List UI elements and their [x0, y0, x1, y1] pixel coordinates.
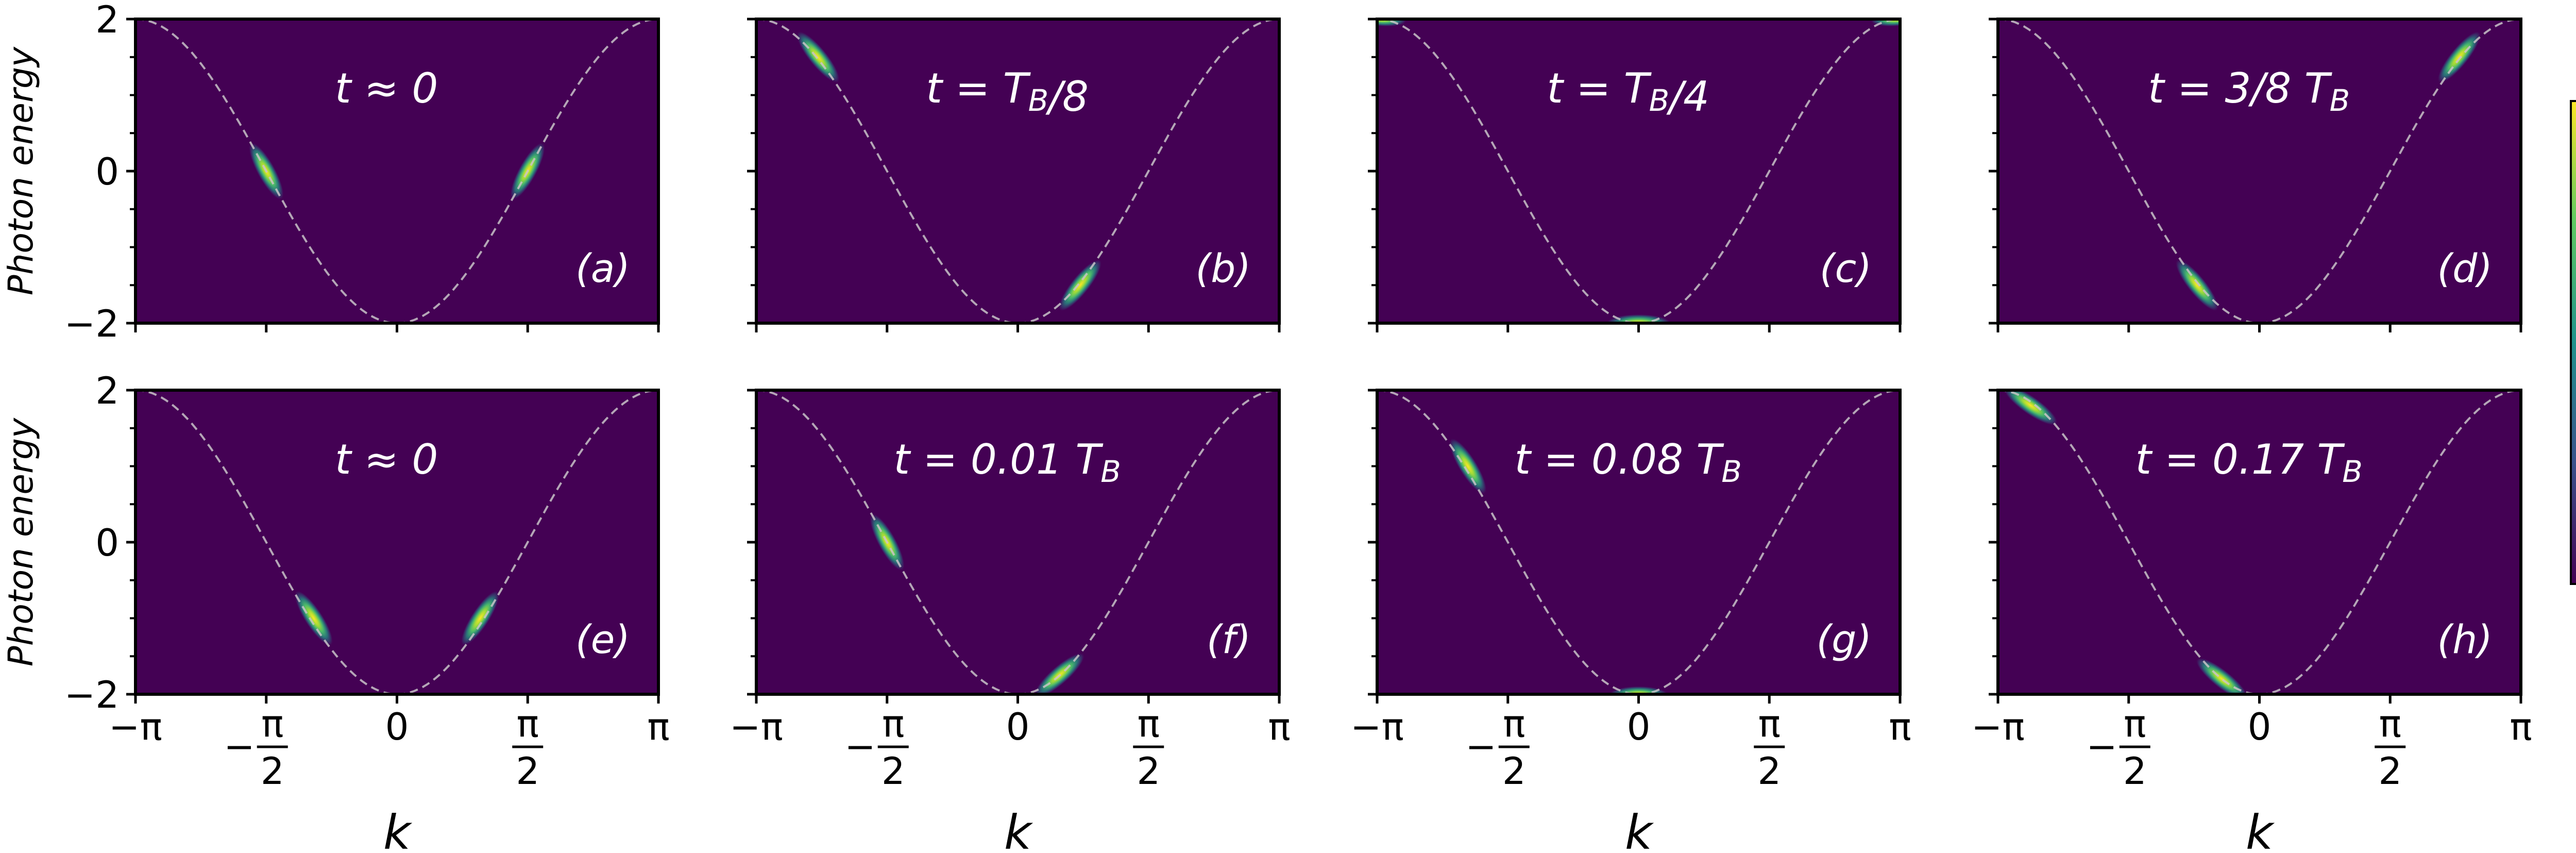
panel-letter: (c) — [1820, 245, 1872, 291]
x-tick-label: π — [1268, 705, 1290, 748]
panel-title: t ≈ 0 — [335, 64, 438, 112]
x-tick-label-minus: − — [224, 725, 255, 768]
panel-letter: (f) — [1207, 616, 1251, 662]
panel-title: t = TB/4 — [1547, 64, 1709, 121]
x-tick-label-numerator: π — [2379, 702, 2401, 745]
heatmap-background — [135, 19, 658, 323]
x-tick-label-denominator: 2 — [2123, 749, 2147, 793]
y-tick-label: −2 — [64, 673, 119, 716]
panel-a: 2 0 −2 Photon energy t ≈ 0 (a) — [1, 0, 660, 345]
x-tick-label: 0 — [385, 705, 409, 748]
x-tick-label-denominator: 2 — [1137, 749, 1160, 793]
intensity-peak — [461, 591, 499, 646]
x-tick-label: −π — [1971, 705, 2025, 748]
intensity-peak — [295, 591, 333, 646]
y-axis-label: Photon energy — [1, 46, 41, 295]
x-tick-label: −π — [730, 705, 783, 748]
x-tick-label: 0 — [2248, 705, 2272, 748]
y-tick-label: 0 — [95, 521, 119, 564]
panel-letter: (a) — [575, 245, 630, 291]
dispersion-curve — [1998, 390, 2521, 694]
x-tick-label-numerator: π — [261, 702, 283, 745]
panel-title: t = 0.08 TB — [1515, 436, 1742, 489]
panel-letter: (h) — [2437, 616, 2493, 662]
panel-title: t = 0.17 TB — [2136, 436, 2363, 489]
heatmap-background — [1998, 19, 2521, 323]
colorbar-gradient — [2570, 100, 2576, 585]
x-tick-label-numerator: π — [882, 702, 904, 745]
x-tick-label-numerator: π — [1503, 702, 1525, 745]
x-tick-label: 0 — [1006, 705, 1030, 748]
x-tick-label-numerator: π — [1758, 702, 1781, 745]
x-tick-label-denominator: 2 — [882, 749, 905, 793]
x-axis-label: k — [2246, 805, 2275, 853]
intensity-peak — [2437, 31, 2481, 83]
y-tick-label: 0 — [95, 150, 119, 193]
intensity-peak — [796, 31, 840, 83]
panel-letter: (b) — [1195, 245, 1251, 291]
intensity-peak — [1449, 439, 1486, 494]
x-tick-label-denominator: 2 — [1502, 749, 1526, 793]
heatmap-background — [135, 390, 658, 694]
x-tick-label-numerator: π — [1138, 702, 1160, 745]
x-tick-label-minus: − — [844, 725, 875, 768]
x-tick-label-denominator: 2 — [2378, 749, 2402, 793]
x-tick-label: −π — [109, 705, 162, 748]
y-tick-label: 2 — [95, 369, 119, 412]
dispersion-curve — [1377, 19, 1900, 323]
x-tick-label: π — [1889, 705, 1911, 748]
x-tick-label: −π — [1350, 705, 1404, 748]
panel-d: t = 3/8 TB (d) — [1989, 18, 2522, 332]
x-axis-label: k — [1004, 805, 1033, 853]
intensity-peak — [2004, 390, 2058, 425]
x-axis-label: k — [1625, 805, 1654, 853]
panel-letter: (d) — [2437, 245, 2493, 291]
panel-c: t = TB/4 (c) — [1368, 18, 1902, 332]
heatmap-background — [1998, 390, 2521, 694]
x-tick-label-minus: − — [2086, 725, 2117, 768]
y-tick-label: −2 — [64, 302, 119, 345]
x-tick-label: π — [647, 705, 669, 748]
heatmap-background — [756, 390, 1279, 694]
colorbar: 0.00.20.40.60.81.0 — [2570, 100, 2576, 585]
y-axis-label: Photon energy — [1, 417, 41, 666]
x-tick-label: π — [2510, 705, 2532, 748]
intensity-peak — [2196, 658, 2248, 694]
dispersion-curve — [756, 390, 1279, 694]
x-tick-label-numerator: π — [2124, 702, 2146, 745]
x-axis-label: k — [383, 805, 413, 853]
panel-b: t = TB/8 (b) — [747, 18, 1281, 332]
heatmap-background — [1377, 390, 1900, 694]
x-tick-label-denominator: 2 — [1757, 749, 1781, 793]
panel-title: t ≈ 0 — [335, 436, 438, 483]
intensity-peak — [1059, 259, 1101, 311]
x-tick-label-minus: − — [1465, 725, 1496, 768]
panel-letter: (e) — [575, 616, 630, 662]
x-tick-label-numerator: π — [517, 702, 539, 745]
x-tick-label-denominator: 2 — [261, 749, 284, 793]
dispersion-curve — [1377, 390, 1900, 694]
panel-title: t = 0.01 TB — [894, 436, 1121, 489]
dispersion-curve — [1998, 19, 2521, 323]
intensity-peak — [2176, 259, 2218, 311]
x-tick-label: 0 — [1627, 705, 1651, 748]
dispersion-curve — [756, 19, 1279, 323]
dispersion-curve — [135, 390, 658, 694]
heatmap-background — [1377, 19, 1900, 323]
dispersion-curve — [135, 19, 658, 323]
y-tick-label: 2 — [95, 0, 119, 41]
panel-title: t = TB/8 — [926, 64, 1089, 121]
panel-title: t = 3/8 TB — [2148, 64, 2350, 118]
panel-letter: (g) — [1816, 616, 1872, 662]
x-tick-label-denominator: 2 — [516, 749, 539, 793]
heatmap-background — [756, 19, 1279, 323]
